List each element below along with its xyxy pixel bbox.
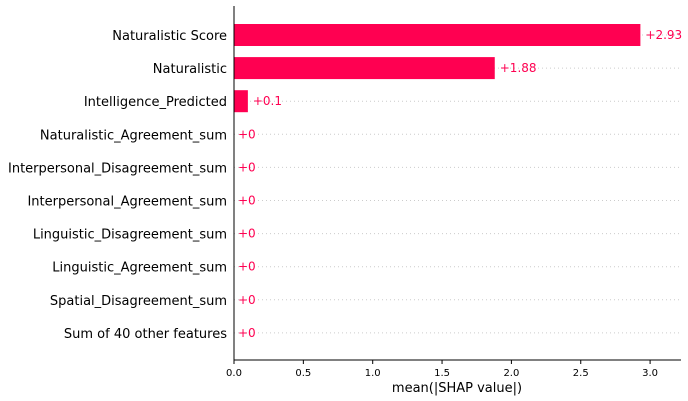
x-tick-label: 0.5 — [295, 368, 311, 379]
feature-label: Spatial_Disagreement_sum — [50, 294, 227, 309]
x-tick-label: 2.5 — [573, 368, 589, 379]
x-tick-label: 0.0 — [226, 368, 242, 379]
feature-label: Naturalistic Score — [112, 29, 227, 44]
x-tick-label: 1.0 — [365, 368, 381, 379]
value-label: +0 — [238, 160, 256, 174]
feature-label: Interpersonal_Disagreement_sum — [8, 161, 227, 176]
value-label: +0 — [238, 194, 256, 208]
feature-label: Intelligence_Predicted — [84, 95, 227, 110]
value-label: +0 — [238, 227, 256, 241]
value-label: +0.1 — [253, 94, 282, 108]
value-label: +0 — [238, 326, 256, 340]
feature-label: Linguistic_Agreement_sum — [52, 261, 227, 276]
x-tick-label: 1.5 — [434, 368, 450, 379]
bar-layer — [234, 24, 641, 113]
value-label: +0 — [238, 260, 256, 274]
feature-label: Sum of 40 other features — [64, 327, 227, 342]
feature-label: Naturalistic — [153, 62, 227, 77]
value-label: +0 — [238, 293, 256, 307]
x-tick-label: 3.0 — [642, 368, 658, 379]
x-axis-title: mean(|SHAP value|) — [392, 381, 522, 396]
x-tick-label: 2.0 — [503, 368, 519, 379]
grid-layer — [234, 34, 681, 334]
feature-label: Interpersonal_Agreement_sum — [27, 195, 227, 210]
feature-label: Linguistic_Disagreement_sum — [33, 228, 227, 243]
bar — [234, 90, 248, 113]
bar — [234, 57, 495, 80]
value-label: +1.88 — [500, 61, 537, 75]
value-label: +0 — [238, 127, 256, 141]
label-layer: Naturalistic Score +2.93 Naturalistic +1.88… — [8, 28, 682, 342]
feature-label: Naturalistic_Agreement_sum — [40, 128, 227, 143]
value-label: +2.93 — [645, 28, 682, 42]
axis-layer: 0.0 0.5 1.0 1.5 2.0 2.5 3.0 — [226, 6, 681, 379]
bar — [234, 24, 641, 46]
